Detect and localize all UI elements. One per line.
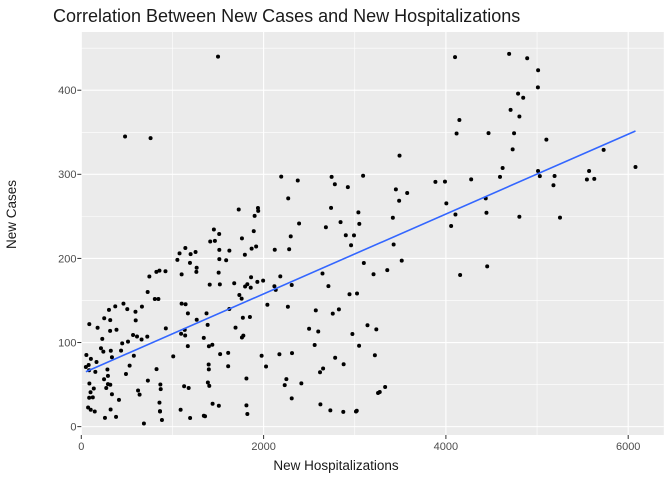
svg-text:2000: 2000 — [251, 441, 275, 453]
svg-text:4000: 4000 — [434, 441, 458, 453]
svg-text:300: 300 — [58, 169, 76, 181]
svg-text:6000: 6000 — [616, 441, 640, 453]
svg-text:100: 100 — [58, 337, 76, 349]
svg-text:0: 0 — [78, 441, 84, 453]
svg-text:400: 400 — [58, 85, 76, 97]
svg-text:200: 200 — [58, 253, 76, 265]
svg-text:0: 0 — [70, 422, 76, 434]
